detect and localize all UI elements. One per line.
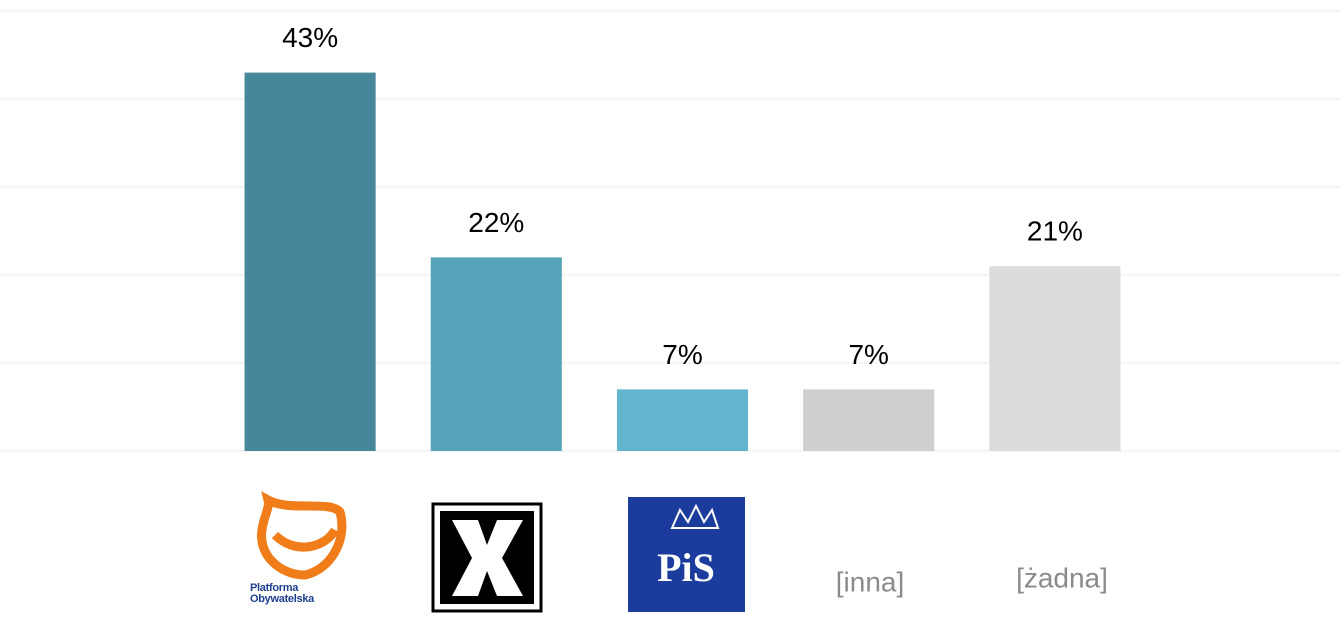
- po-logo-text: Platforma Obywatelska: [250, 582, 314, 605]
- pis-logo: [628, 497, 745, 612]
- value-label: 43%: [282, 22, 338, 53]
- x-tick-label: [inna]: [836, 566, 905, 597]
- bar: [989, 266, 1121, 451]
- value-label: 21%: [1027, 216, 1083, 247]
- x-tick-label: [żadna]: [1016, 562, 1108, 593]
- value-label: 7%: [848, 339, 888, 370]
- pis-logo-text: PiS: [657, 545, 715, 590]
- bar: [803, 389, 935, 451]
- value-label: 7%: [662, 339, 702, 370]
- po-logo: [257, 491, 347, 580]
- bar: [616, 389, 749, 451]
- bar: [244, 72, 376, 451]
- bar: [430, 257, 562, 451]
- value-label: 22%: [468, 207, 524, 238]
- x-logo: [431, 502, 543, 613]
